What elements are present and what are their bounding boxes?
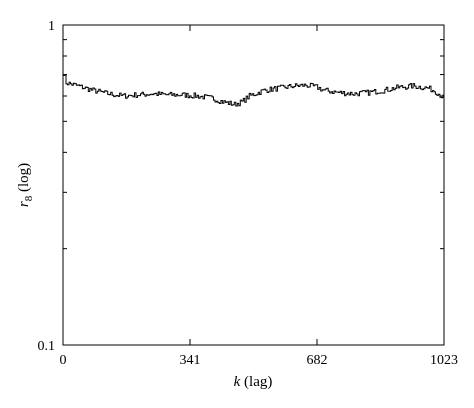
series-line — [63, 74, 444, 107]
y-tick-label: 0.1 — [38, 339, 56, 354]
plot-frame — [62, 24, 445, 346]
x-axis-var: k — [234, 374, 241, 390]
x-tick-label: 682 — [307, 353, 328, 368]
y-tick-label: 1 — [48, 19, 55, 34]
x-axis-label: k (lag) — [234, 374, 273, 390]
x-tick-label: 0 — [60, 353, 67, 368]
y-axis-subscript: 8 — [23, 195, 35, 201]
y-axis-var: r — [16, 201, 32, 207]
axis-ticks — [62, 24, 445, 346]
axis-tick-labels: 0 341 682 1023 1 0.1 — [38, 19, 459, 368]
x-tick-label: 1023 — [430, 353, 458, 368]
y-axis-label: r8 (log) — [16, 163, 35, 207]
y-axis-unit: (log) — [16, 163, 32, 196]
x-axis-unit: (lag) — [240, 374, 272, 390]
x-tick-label: 341 — [180, 353, 201, 368]
